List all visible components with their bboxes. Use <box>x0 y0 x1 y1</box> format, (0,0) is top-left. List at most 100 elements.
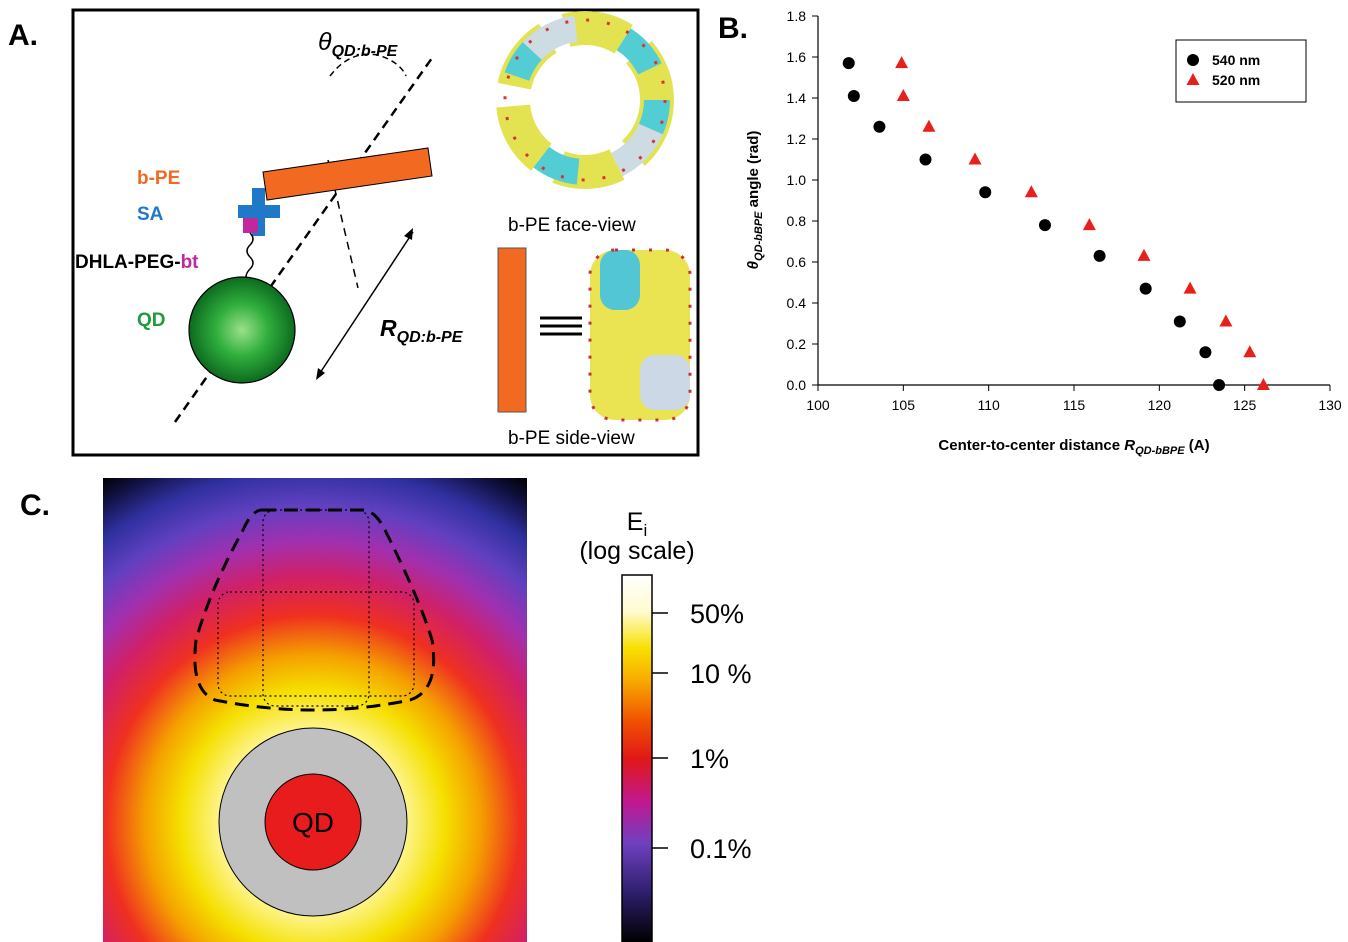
data-point <box>895 56 909 69</box>
legend-label: 520 nm <box>1212 72 1260 88</box>
y-tick-label: 0.0 <box>787 377 807 393</box>
colorbar-sub: i <box>643 521 647 540</box>
data-point <box>896 88 910 101</box>
data-point <box>1213 379 1226 391</box>
legend-marker <box>1186 73 1200 85</box>
panel-label: B. <box>718 12 748 45</box>
angle-arc <box>329 53 407 77</box>
data-point <box>1173 315 1186 328</box>
y-axis-title: θQD-bBPE angle (rad) <box>745 131 765 270</box>
data-point <box>968 152 982 165</box>
data-point <box>1199 346 1212 359</box>
colorbar-tick-label: 1% <box>690 744 729 774</box>
legend-label: 540 nm <box>1212 52 1260 68</box>
data-point <box>1082 218 1096 231</box>
bpe-label: b-PE <box>137 168 180 189</box>
y-tick-label: 1.6 <box>787 49 807 65</box>
y-tick-label: 0.2 <box>787 336 807 352</box>
data-point <box>919 153 932 166</box>
data-point <box>1139 282 1152 295</box>
y-tick-label: 1.2 <box>787 131 807 147</box>
y-tick-label: 0.6 <box>787 254 807 270</box>
x-tick-label: 100 <box>806 397 830 413</box>
panel-label: C. <box>20 489 50 522</box>
protein-side-view <box>588 248 692 422</box>
quantum-dot <box>188 276 296 384</box>
panel-a: A. b-PE SA DHLA-PEG-bt QD θQD:b-PE RQD:b… <box>8 8 700 457</box>
qd-label: QD <box>137 310 166 331</box>
data-point <box>842 57 855 70</box>
x-tick-label: 125 <box>1233 397 1257 413</box>
colorbar-tick-label: 0.1% <box>690 834 752 864</box>
data-point <box>1137 248 1151 261</box>
side-view-label: b-PE side-view <box>508 428 635 449</box>
data-point <box>1038 219 1051 232</box>
linker <box>245 232 254 282</box>
face-view-footprint <box>217 591 415 697</box>
x-tick-label: 110 <box>978 397 1001 413</box>
x-axis-title: Center-to-center distance RQD-bBPE (A) <box>938 437 1209 457</box>
bpe-bar <box>262 147 433 201</box>
legend <box>1175 39 1307 103</box>
protein-face-view <box>496 11 674 189</box>
y-tick-label: 0.4 <box>787 295 807 311</box>
colorbar-symbol: E <box>627 508 644 536</box>
r-sub: QD:b-PE <box>397 329 464 346</box>
y-tick-label: 1.0 <box>787 172 807 188</box>
linker-label: DHLA-PEG-bt <box>75 252 199 273</box>
sa-cross <box>238 205 280 218</box>
side-view-footprint <box>262 509 370 707</box>
data-point <box>847 89 860 102</box>
x-symbol: R <box>1124 437 1135 454</box>
y-rest: angle (rad) <box>745 131 762 212</box>
panel-b: B. θQD-bBPE angle (rad) Center-to-center… <box>718 8 1342 457</box>
theta-symbol: θ <box>318 28 332 56</box>
bpe-side-bar <box>497 247 527 413</box>
panel-label: A. <box>8 19 38 52</box>
distance-arrow <box>317 231 414 377</box>
x-sub: QD-bBPE <box>1135 445 1185 457</box>
theta-sub: QD:b-PE <box>332 43 399 60</box>
data-point <box>1093 249 1106 262</box>
linker-text: DHLA-PEG- <box>75 252 181 273</box>
data-point <box>1219 314 1233 327</box>
sa-label: SA <box>137 204 164 225</box>
arrow-head <box>316 368 325 380</box>
colorbar <box>621 574 653 942</box>
qd-label: QD <box>292 807 334 838</box>
data-point <box>979 186 992 199</box>
y-sub: QD-bBPE <box>753 211 765 261</box>
panel-frame <box>71 8 700 457</box>
colorbar-title: Ei <box>627 508 647 540</box>
data-point <box>873 120 886 133</box>
colorbar-ticks: 50% 10 % 1% 0.1% <box>652 599 752 864</box>
x-unit: (A) <box>1185 437 1210 454</box>
y-symbol: θ <box>745 260 762 269</box>
legend-marker <box>1187 54 1199 66</box>
x-tick-label: 130 <box>1318 397 1342 413</box>
biotin <box>243 218 258 233</box>
x-text: Center-to-center distance <box>938 437 1124 454</box>
data-point <box>922 119 936 132</box>
linker-bt: bt <box>181 252 200 273</box>
r-symbol: R <box>380 315 397 341</box>
y-tick-label: 1.4 <box>787 90 807 106</box>
colorbar-tick-label: 10 % <box>690 659 752 689</box>
x-tick-label: 105 <box>892 397 916 413</box>
protein-outline <box>193 508 436 712</box>
colorbar-subtitle: (log scale) <box>579 537 694 565</box>
arrow-head <box>404 228 413 240</box>
panel-c: C. QD Ei (log scale) 50% 10 % 1% 0.1% <box>20 478 752 942</box>
x-tick-label: 120 <box>1148 397 1172 413</box>
y-tick-label: 0.8 <box>787 213 807 229</box>
theta-label: θQD:b-PE <box>318 28 399 60</box>
data-point <box>1024 185 1038 198</box>
r-label: RQD:b-PE <box>380 315 464 346</box>
x-tick-label: 115 <box>1063 397 1086 413</box>
y-tick-label: 1.8 <box>787 8 807 24</box>
data-point <box>1256 378 1270 390</box>
colorbar-tick-label: 50% <box>690 599 744 629</box>
data-point <box>1243 345 1257 358</box>
qd-core <box>264 773 362 871</box>
